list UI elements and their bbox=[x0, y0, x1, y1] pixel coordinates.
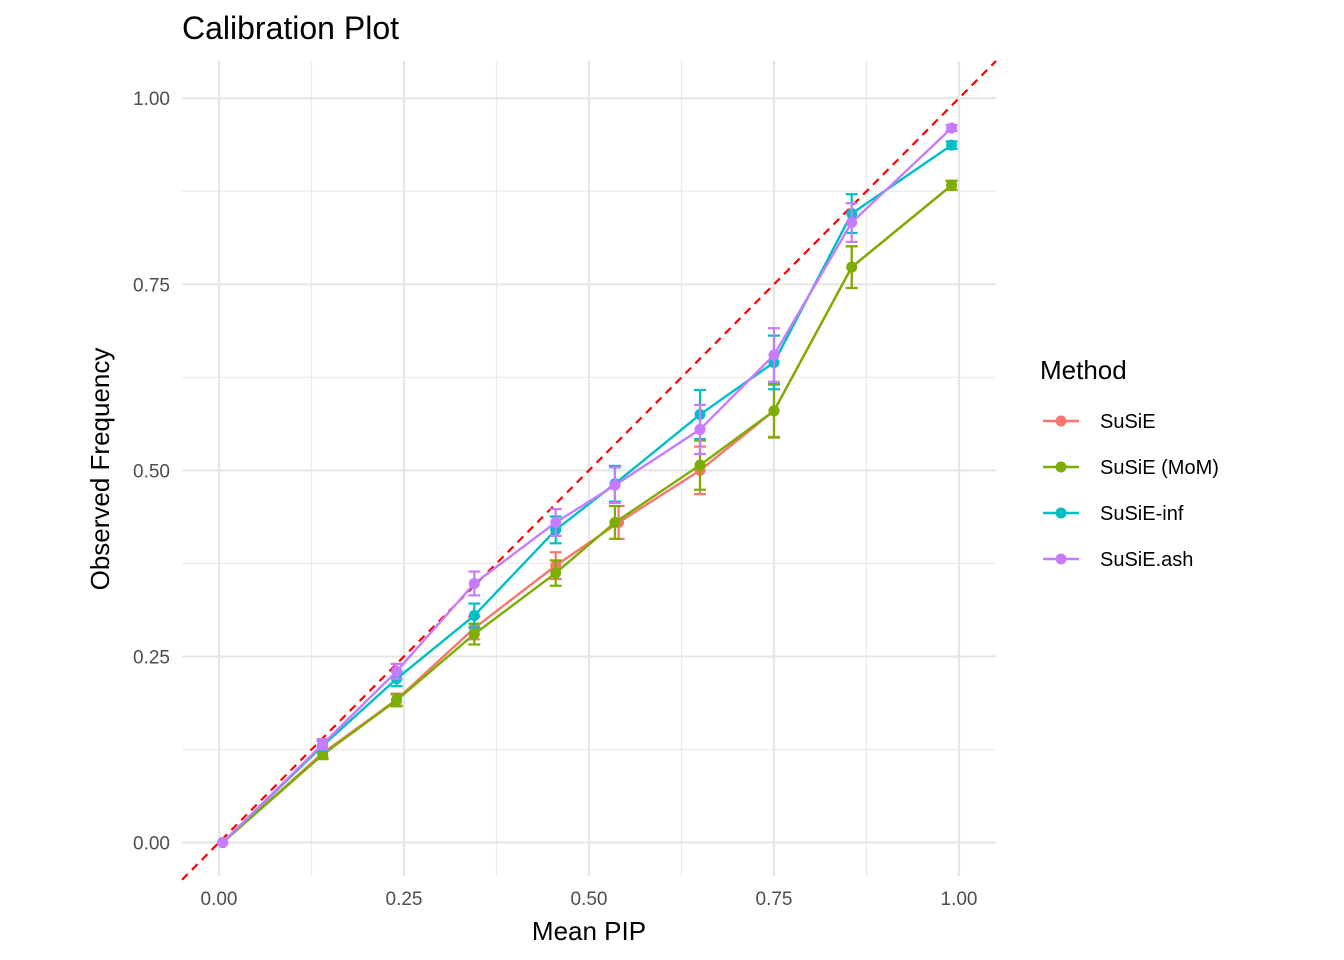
data-point bbox=[609, 479, 621, 491]
data-point bbox=[694, 423, 706, 435]
legend-label: SuSiE bbox=[1100, 411, 1156, 433]
data-point bbox=[846, 217, 858, 229]
y-tick-labels: 0.00 0.25 0.50 0.75 1.00 bbox=[133, 89, 170, 854]
y-axis-title: Observed Frequency bbox=[85, 348, 115, 591]
series-0 bbox=[217, 179, 958, 849]
y-tick-label: 0.50 bbox=[133, 461, 170, 482]
y-tick-label: 0.25 bbox=[133, 647, 170, 668]
legend-label: SuSiE.ash bbox=[1100, 549, 1193, 571]
legend: Method SuSiE SuSiE (MoM) SuSiE-inf SuSiE.as… bbox=[1040, 355, 1219, 571]
x-tick-labels: 0.00 0.25 0.50 0.75 1.00 bbox=[201, 889, 978, 910]
x-tick-label: 1.00 bbox=[941, 889, 978, 910]
legend-label: SuSiE-inf bbox=[1100, 503, 1184, 525]
y-tick-label: 0.75 bbox=[133, 275, 170, 296]
series-layer bbox=[217, 122, 958, 849]
series-line bbox=[221, 127, 953, 844]
data-point bbox=[391, 694, 403, 706]
data-point bbox=[217, 837, 229, 849]
data-point bbox=[846, 261, 858, 273]
data-point bbox=[768, 349, 780, 361]
series-3 bbox=[217, 122, 958, 849]
chart-title: Calibration Plot bbox=[182, 10, 399, 46]
reference-line-group bbox=[181, 60, 997, 881]
data-point bbox=[609, 516, 621, 528]
legend-key-point bbox=[1055, 553, 1067, 565]
data-point bbox=[694, 459, 706, 471]
series-line bbox=[221, 184, 953, 844]
x-tick-label: 0.50 bbox=[571, 889, 608, 910]
data-point bbox=[391, 665, 403, 677]
y-tick-label: 0.00 bbox=[133, 834, 170, 855]
y-tick-label: 1.00 bbox=[133, 89, 170, 110]
legend-key-point bbox=[1055, 415, 1067, 427]
data-point bbox=[550, 516, 562, 528]
reference-line bbox=[181, 60, 997, 881]
legend-title: Method bbox=[1040, 355, 1127, 385]
series-line bbox=[221, 144, 953, 844]
legend-label: SuSiE (MoM) bbox=[1100, 457, 1219, 479]
x-axis-title: Mean PIP bbox=[532, 916, 646, 946]
data-point bbox=[317, 738, 329, 750]
data-point bbox=[946, 122, 958, 134]
data-point bbox=[468, 628, 480, 640]
data-point bbox=[946, 179, 958, 191]
data-point bbox=[768, 405, 780, 417]
legend-key-point bbox=[1055, 507, 1067, 519]
data-point bbox=[550, 567, 562, 579]
data-point bbox=[468, 609, 480, 621]
data-point bbox=[468, 577, 480, 589]
x-tick-label: 0.25 bbox=[386, 889, 423, 910]
legend-key-point bbox=[1055, 461, 1067, 473]
data-point bbox=[946, 139, 958, 151]
x-tick-label: 0.00 bbox=[201, 889, 238, 910]
x-tick-label: 0.75 bbox=[756, 889, 793, 910]
